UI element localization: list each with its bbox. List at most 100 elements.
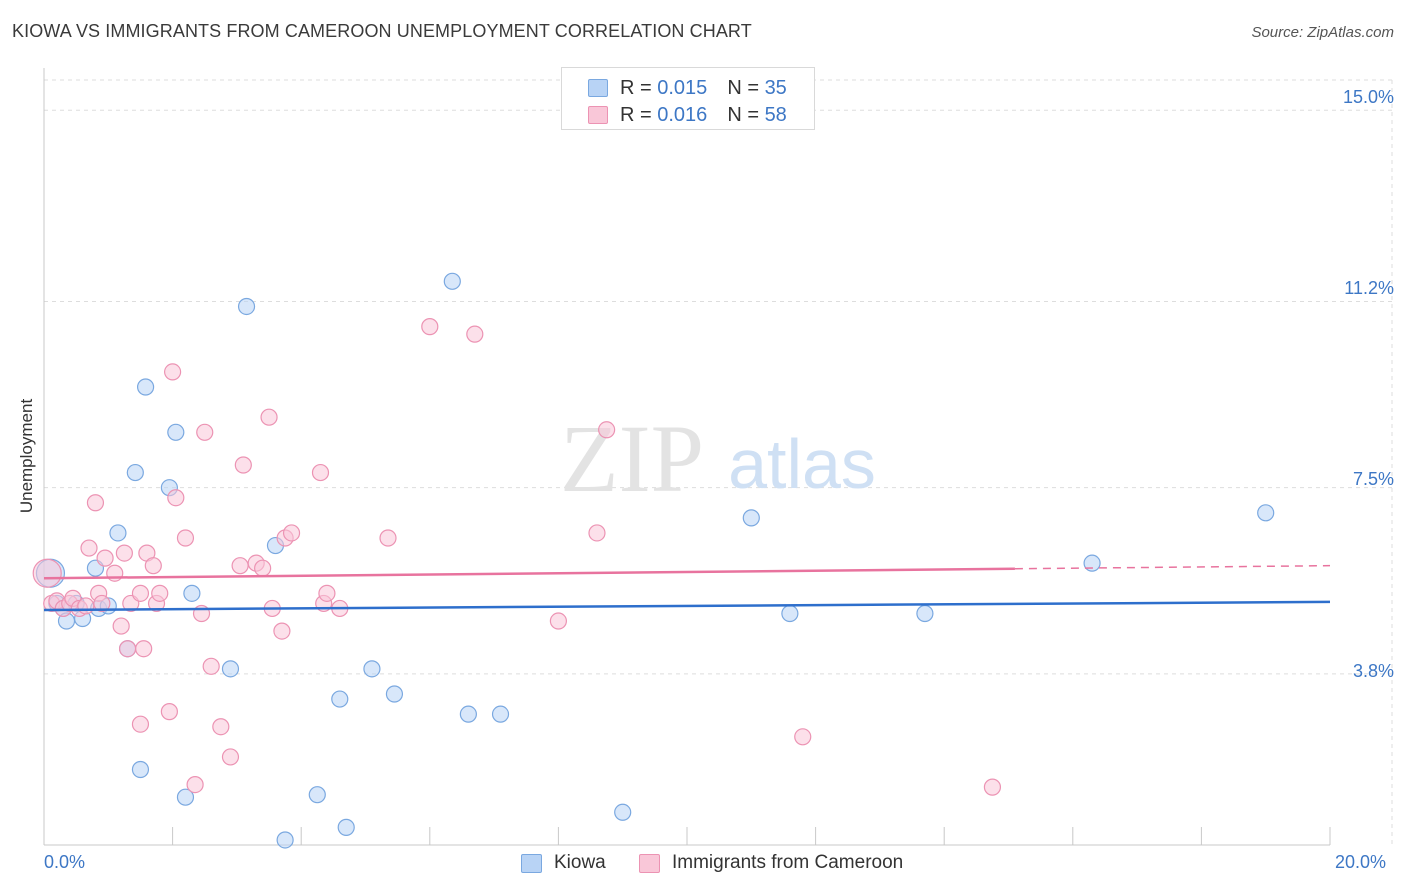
kiowa-point (183, 584, 201, 602)
cameroon-trend-extension (1014, 564, 1331, 570)
series-legend: Kiowa Immigrants from Cameroon (0, 852, 1406, 876)
legend-item-kiowa[interactable]: Kiowa (521, 852, 606, 874)
kiowa-point (176, 788, 195, 806)
cameroon-point (32, 558, 62, 588)
watermark-zip: ZIP (560, 405, 704, 512)
cameroon-point (96, 549, 114, 567)
cameroon-point (794, 728, 812, 746)
kiowa-point (781, 604, 799, 623)
kiowa-point (109, 524, 127, 542)
cameroon-point (466, 325, 484, 343)
kiowa-point (742, 509, 760, 527)
cameroon-point (112, 617, 130, 635)
cameroon-point (176, 529, 195, 547)
cameroon-point (118, 640, 137, 658)
kiowa-point (1257, 504, 1275, 522)
cameroon-point (983, 778, 1002, 796)
kiowa-swatch (588, 79, 608, 97)
kiowa-legend-swatch (521, 853, 542, 873)
x-tick-label-min: 0.0% (44, 852, 86, 872)
kiowa-point (126, 463, 144, 482)
axes (43, 68, 1331, 846)
cameroon-point (131, 584, 150, 602)
kiowa-point (459, 705, 477, 723)
cameroon-point (379, 529, 397, 547)
cameroon-point (86, 494, 105, 512)
cameroon-legend-swatch (639, 853, 660, 873)
kiowa-point (331, 690, 349, 708)
kiowa-r-label: R = (620, 76, 652, 99)
y-tick-label: 3.8% (1352, 661, 1394, 681)
cameroon-point (93, 594, 111, 613)
kiowa-point (131, 760, 150, 779)
correlation-legend: R = 0.015 N = 35 R = 0.016 N = 58 (561, 67, 815, 130)
cameroon-point (144, 557, 162, 575)
cameroon-point (273, 622, 291, 640)
cameroon-point (231, 557, 249, 575)
legend-row-kiowa: R = 0.015 N = 35 (588, 76, 787, 100)
cameroon-point (254, 559, 272, 577)
watermark: ZIP atlas (560, 405, 876, 512)
cameroon-point (115, 544, 133, 562)
cameroon-n-value: 58 (764, 103, 787, 126)
source-credit: Source: ZipAtlas.com (1251, 24, 1394, 41)
chart-title: KIOWA VS IMMIGRANTS FROM CAMEROON UNEMPL… (12, 21, 752, 41)
cameroon-legend-label: Immigrants from Cameroon (672, 852, 904, 873)
data-points (32, 272, 1275, 849)
cameroon-point (212, 718, 230, 736)
x-tick-label-max: 20.0% (1335, 852, 1387, 872)
kiowa-point (443, 272, 461, 290)
cameroon-swatch (588, 106, 608, 124)
kiowa-point (385, 685, 404, 703)
cameroon-point (80, 539, 98, 557)
kiowa-point (237, 297, 256, 316)
cameroon-r-value: 0.016 (657, 103, 708, 126)
cameroon-point (549, 612, 568, 630)
kiowa-point (308, 786, 326, 804)
kiowa-r-value: 0.015 (657, 76, 708, 99)
cameroon-trend-line (43, 567, 1015, 580)
cameroon-point (202, 657, 220, 675)
cameroon-point (311, 463, 330, 482)
cameroon-point (598, 421, 616, 439)
y-axis-label: Unemployment (17, 398, 36, 514)
cameroon-point (131, 715, 150, 733)
y-tick-label: 15.0% (1342, 87, 1394, 107)
watermark-atlas: atlas (728, 425, 876, 503)
legend-item-cameroon[interactable]: Immigrants from Cameroon (639, 852, 903, 874)
legend-row-cameroon: R = 0.016 N = 58 (588, 103, 787, 127)
kiowa-n-label: N = (727, 76, 759, 99)
kiowa-point (276, 831, 294, 849)
cameroon-point (234, 456, 252, 474)
cameroon-point (318, 584, 336, 602)
cameroon-point (186, 776, 204, 794)
y-tick-label: 7.5% (1352, 469, 1394, 489)
cameroon-point (160, 703, 178, 721)
cameroon-point (588, 524, 606, 542)
trend-lines (43, 564, 1331, 612)
cameroon-point (151, 584, 169, 602)
cameroon-point (421, 318, 439, 336)
kiowa-point (363, 660, 381, 678)
kiowa-point (136, 378, 155, 396)
kiowa-point (491, 705, 510, 723)
cameroon-point (282, 524, 301, 542)
kiowa-point (614, 803, 632, 821)
y-tick-label: 11.2% (1344, 278, 1394, 298)
cameroon-point (135, 640, 153, 658)
cameroon-n-label: N = (727, 103, 759, 126)
kiowa-trend-line (43, 600, 1331, 612)
cameroon-point (167, 489, 185, 507)
kiowa-point (337, 818, 355, 836)
cameroon-point (196, 423, 214, 441)
cameroon-point (260, 408, 278, 426)
cameroon-r-label: R = (620, 103, 652, 126)
kiowa-point (1083, 554, 1101, 572)
cameroon-point (164, 363, 182, 381)
kiowa-point (916, 604, 934, 623)
cameroon-point (221, 748, 240, 766)
kiowa-legend-label: Kiowa (554, 852, 606, 873)
cameroon-point (77, 597, 95, 615)
kiowa-n-value: 35 (764, 76, 787, 99)
